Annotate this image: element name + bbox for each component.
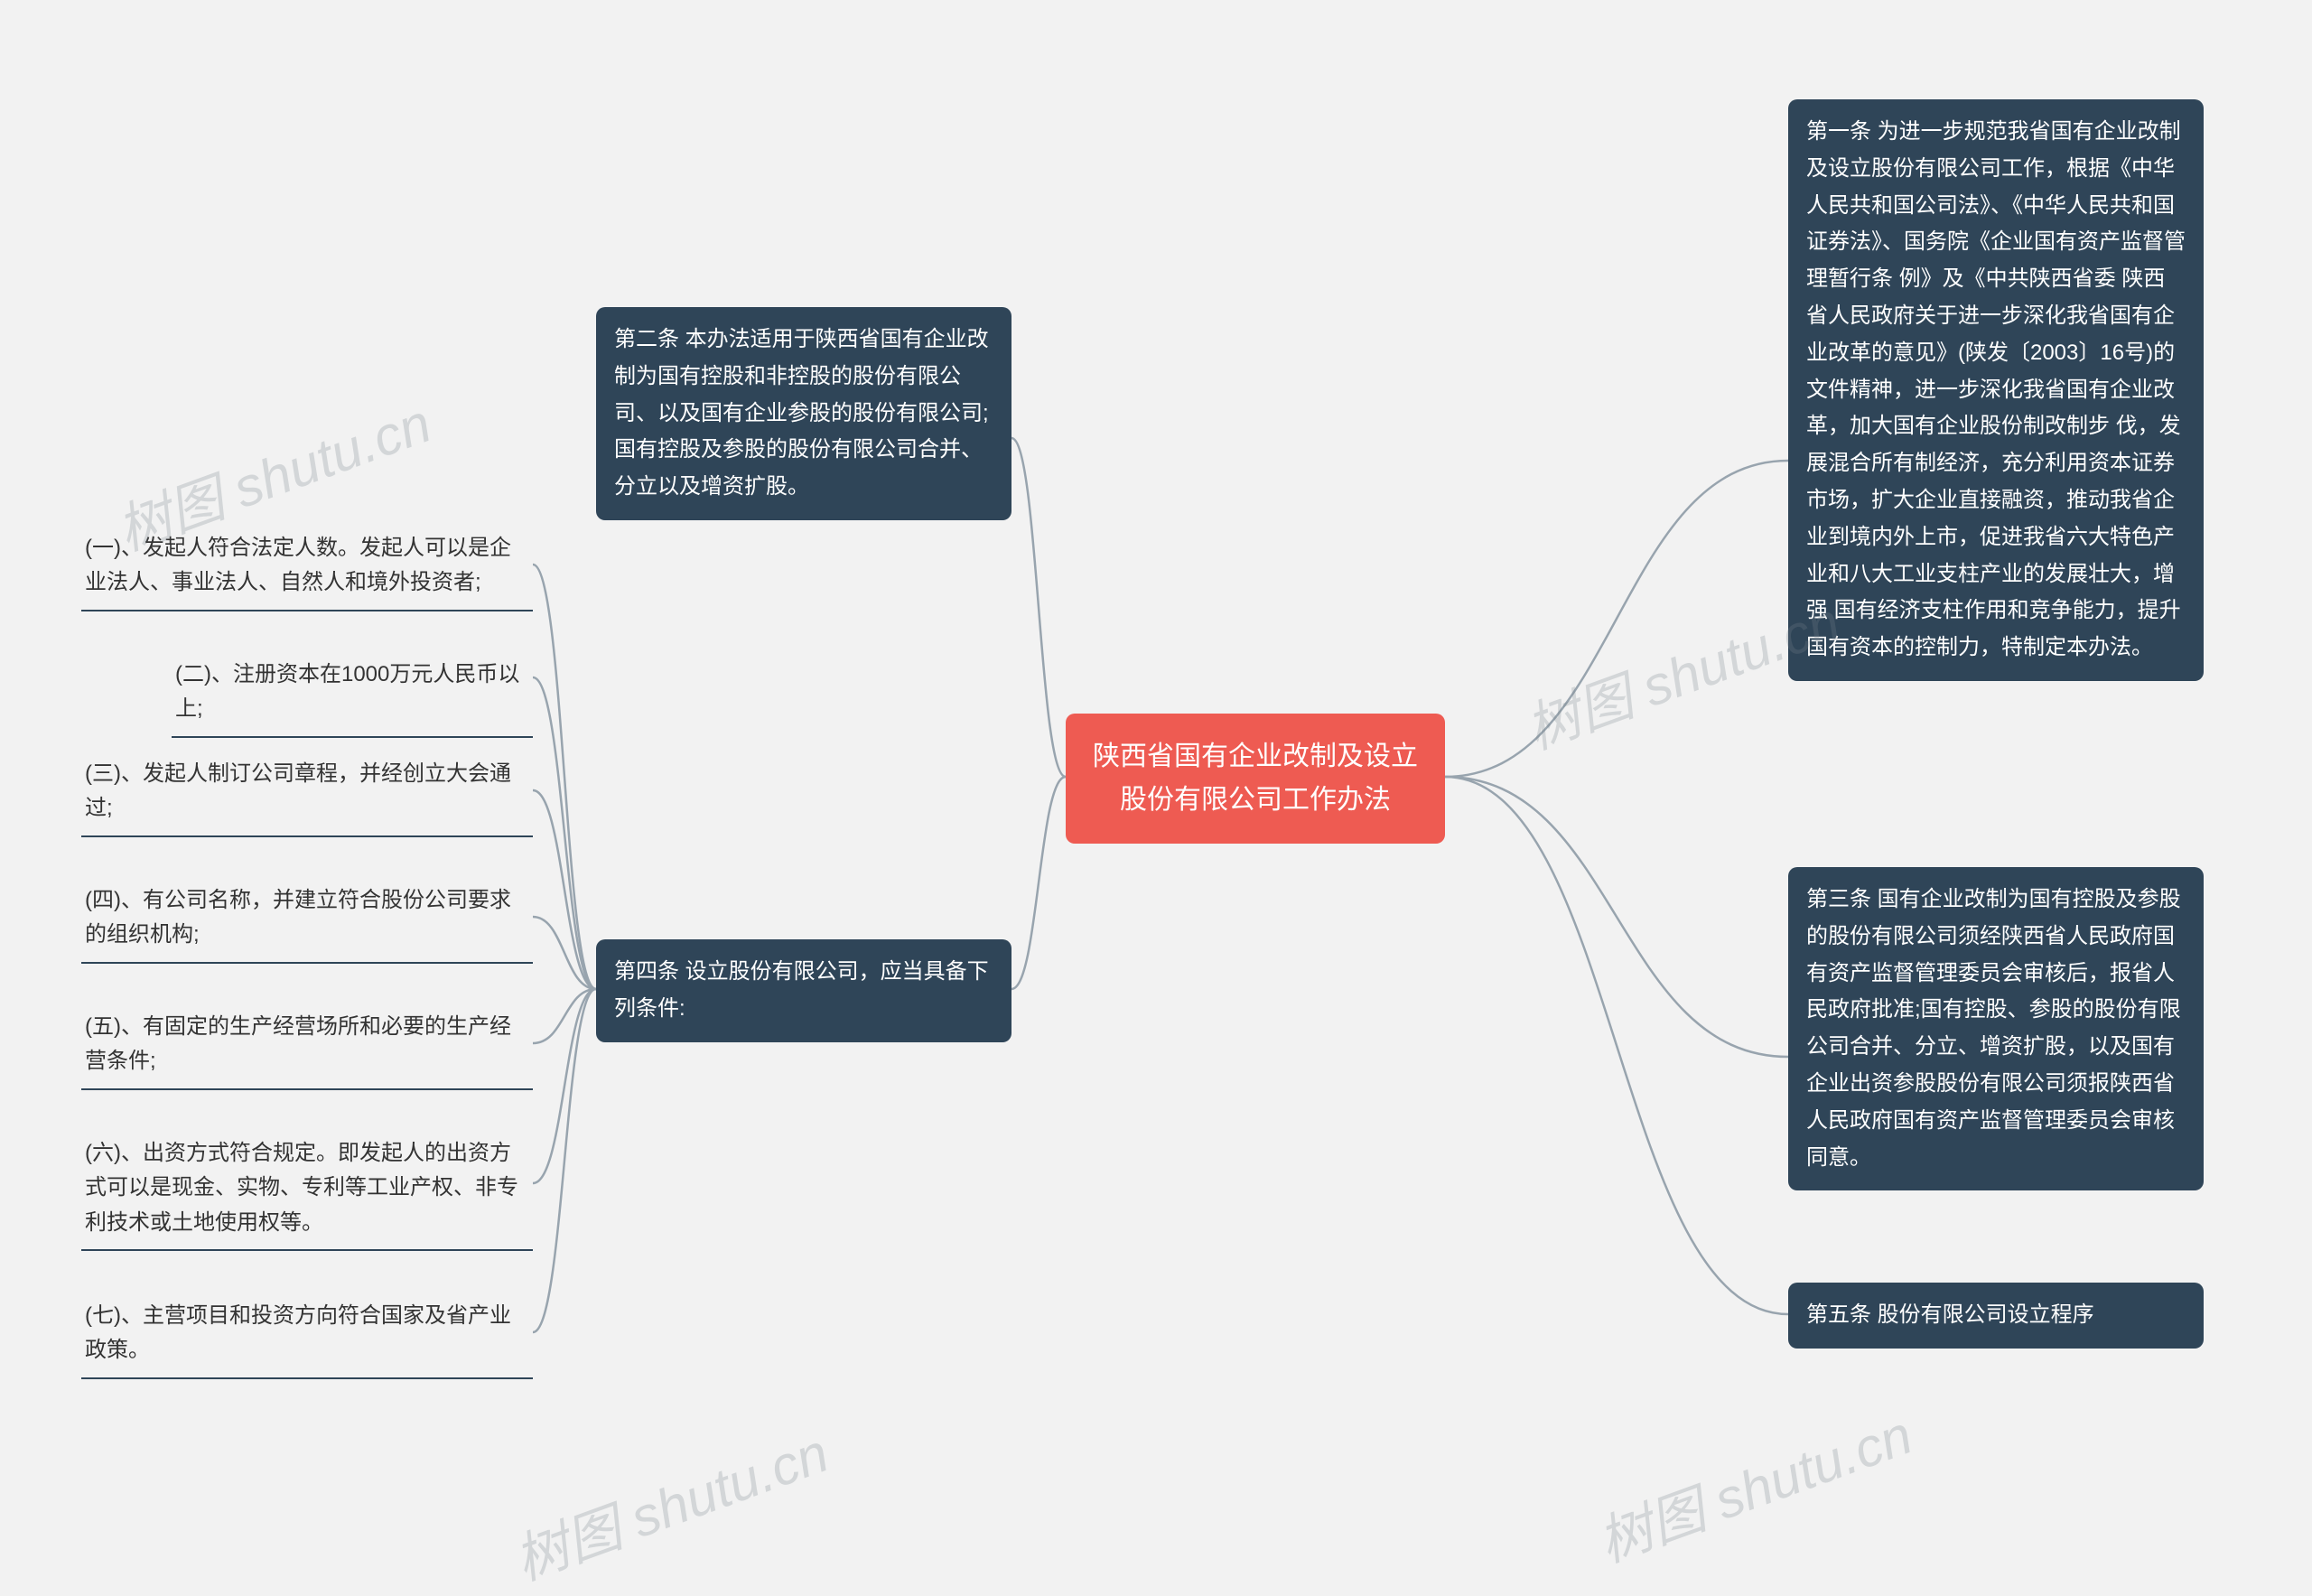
branch-node-r1: 第一条 为进一步规范我省国有企业改制及设立股份有限公司工作，根据《中华人民共和国… <box>1788 99 2204 681</box>
leaf-lf7: (七)、主营项目和投资方向符合国家及省产业政策。 <box>81 1292 533 1379</box>
leaf-lf1: (一)、发起人符合法定人数。发起人可以是企业法人、事业法人、自然人和境外投资者; <box>81 524 533 611</box>
leaf-lf3: (三)、发起人制订公司章程，并经创立大会通过; <box>81 750 533 837</box>
connector <box>533 989 596 1043</box>
connector <box>1012 438 1066 777</box>
leaf-lf6: (六)、出资方式符合规定。即发起人的出资方式可以是现金、实物、专利等工业产权、非… <box>81 1129 533 1251</box>
watermark: 树图 shutu.cn <box>1586 1391 1921 1577</box>
branch-node-l2: 第二条 本办法适用于陕西省国有企业改制为国有控股和非控股的股份有限公司、以及国有… <box>596 307 1012 520</box>
branch-node-r5: 第五条 股份有限公司设立程序 <box>1788 1283 2204 1349</box>
connector <box>1012 777 1066 989</box>
connector <box>533 989 596 1183</box>
connector <box>533 917 596 989</box>
mindmap-canvas: 陕西省国有企业改制及设立股份有限公司工作办法 第一条 为进一步规范我省国有企业改制… <box>0 0 2312 1585</box>
center-node: 陕西省国有企业改制及设立股份有限公司工作办法 <box>1066 714 1445 844</box>
leaf-lf2: (二)、注册资本在1000万元人民币以上; <box>172 650 533 738</box>
connector <box>1445 777 1788 1057</box>
branch-node-l4: 第四条 设立股份有限公司，应当具备下列条件: <box>596 939 1012 1042</box>
branch-node-r3: 第三条 国有企业改制为国有控股及参股的股份有限公司须经陕西省人民政府国有资产监督… <box>1788 867 2204 1190</box>
connector <box>533 565 596 989</box>
leaf-lf4: (四)、有公司名称，并建立符合股份公司要求的组织机构; <box>81 876 533 964</box>
connector <box>1445 461 1788 777</box>
connector <box>533 989 596 1332</box>
connector <box>533 677 596 989</box>
watermark: 树图 shutu.cn <box>502 1409 837 1595</box>
connector <box>1445 777 1788 1314</box>
connector <box>533 790 596 989</box>
leaf-lf5: (五)、有固定的生产经营场所和必要的生产经营条件; <box>81 1003 533 1090</box>
